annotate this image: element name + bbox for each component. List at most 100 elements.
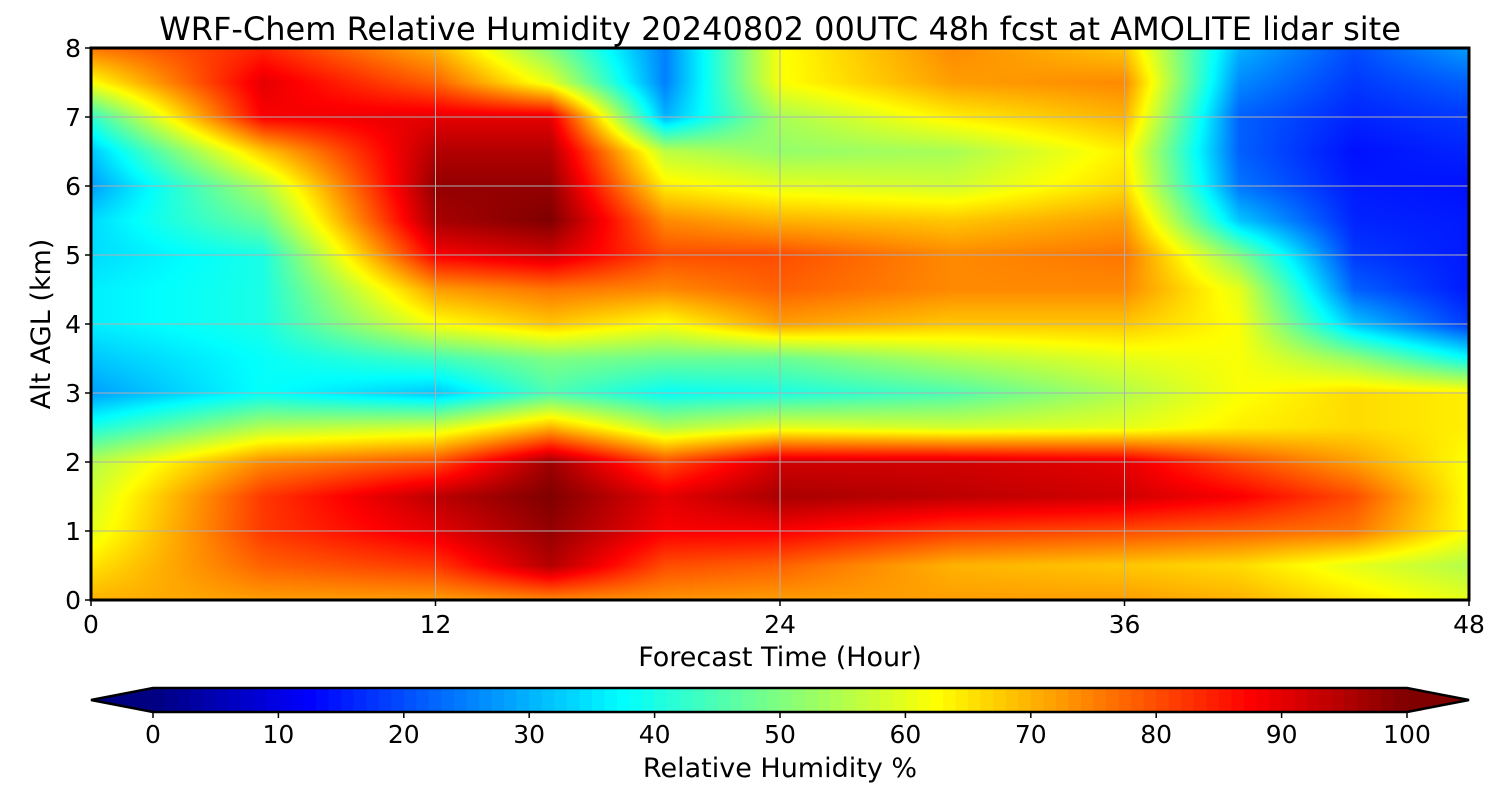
colorbar-segment <box>1193 688 1207 712</box>
colorbar-segment <box>1106 688 1120 712</box>
colorbar-segment <box>1030 688 1044 712</box>
colorbar-segment <box>479 688 493 712</box>
colorbar-segment <box>955 688 969 712</box>
colorbar-segment <box>203 688 217 712</box>
chart-title: WRF-Chem Relative Humidity 20240802 00UT… <box>159 10 1401 48</box>
x-axis-ticks: 0 12 24 36 48 <box>83 600 1485 639</box>
colorbar-segment <box>629 688 643 712</box>
colorbar-segment <box>453 688 468 712</box>
colorbar-segment <box>1018 688 1032 712</box>
colorbar-min-extend-arrow <box>91 688 153 712</box>
colorbar-label: Relative Humidity % <box>643 753 917 784</box>
colorbar-segment <box>892 688 906 712</box>
colorbar-tick-label: 20 <box>388 720 420 749</box>
colorbar-segment <box>253 688 267 712</box>
x-tick-label: 24 <box>764 610 796 639</box>
y-tick-label: 7 <box>65 103 81 132</box>
colorbar-tick-label: 100 <box>1383 720 1431 749</box>
colorbar-segment <box>290 688 305 712</box>
colorbar-segment <box>403 688 417 712</box>
y-tick-label: 8 <box>65 34 81 63</box>
colorbar-segment <box>968 688 982 712</box>
colorbar-segment <box>428 688 443 712</box>
colorbar-segment <box>366 688 380 712</box>
colorbar-segment <box>917 688 932 712</box>
colorbar-segment <box>416 688 430 712</box>
colorbar-tick-label: 80 <box>1140 720 1172 749</box>
colorbar-segment <box>579 688 593 712</box>
colorbar-tick-label: 0 <box>145 720 161 749</box>
colorbar-segment <box>805 688 819 712</box>
colorbar-segment <box>667 688 681 712</box>
x-tick-label: 48 <box>1453 610 1485 639</box>
colorbar-segment <box>943 688 957 712</box>
colorbar-segment <box>1306 688 1320 712</box>
colorbar-segment <box>729 688 743 712</box>
colorbar-segment <box>1231 688 1245 712</box>
colorbar-segment <box>754 688 769 712</box>
colorbar-segment <box>654 688 668 712</box>
colorbar-segment <box>1356 688 1370 712</box>
colorbar-segment <box>980 688 994 712</box>
colorbar-segment <box>993 688 1007 712</box>
colorbar-segment <box>717 688 731 712</box>
colorbar-segment <box>1093 688 1107 712</box>
colorbar-segment <box>1269 688 1283 712</box>
colorbar-segment <box>1331 688 1345 712</box>
colorbar-segment <box>466 688 480 712</box>
colorbar-segment <box>504 688 518 712</box>
colorbar-segment <box>1381 688 1396 712</box>
colorbar-segment <box>441 688 455 712</box>
colorbar-segment <box>780 688 794 712</box>
colorbar-segment <box>880 688 894 712</box>
x-axis-label: Forecast Time (Hour) <box>638 642 922 673</box>
colorbar-segment <box>541 688 555 712</box>
colorbar-segment <box>591 688 606 712</box>
y-axis-ticks: 0 1 2 3 4 5 6 7 8 <box>65 34 91 615</box>
colorbar-segment <box>1394 688 1408 712</box>
colorbar-segment <box>378 688 392 712</box>
colorbar-tick-label: 40 <box>639 720 671 749</box>
colorbar-segment <box>1294 688 1308 712</box>
colorbar-segment <box>867 688 881 712</box>
y-axis-label: Alt AGL (km) <box>26 239 57 410</box>
y-tick-label: 0 <box>65 586 81 615</box>
colorbar-segment <box>303 688 317 712</box>
colorbar-segment <box>830 688 844 712</box>
colorbar-segment <box>228 688 242 712</box>
colorbar-segment <box>1256 688 1270 712</box>
colorbar-segment <box>1080 688 1095 712</box>
colorbar-tick-label: 90 <box>1266 720 1298 749</box>
colorbar-segment <box>1344 688 1358 712</box>
colorbar-segment <box>529 688 543 712</box>
y-tick-label: 5 <box>65 241 81 270</box>
colorbar-segment <box>704 688 718 712</box>
colorbar-segment <box>1143 688 1157 712</box>
colorbar-segment <box>742 688 756 712</box>
colorbar-segment <box>1206 688 1220 712</box>
colorbar-segment <box>1218 688 1233 712</box>
colorbar-tick-label: 10 <box>262 720 294 749</box>
colorbar-segment <box>905 688 919 712</box>
colorbar-segment <box>265 688 279 712</box>
colorbar-segment <box>692 688 706 712</box>
colorbar <box>90 686 1470 714</box>
y-tick-label: 3 <box>65 379 81 408</box>
colorbar-segment <box>165 688 179 712</box>
colorbar-segment <box>554 688 568 712</box>
y-tick-label: 4 <box>65 310 81 339</box>
x-tick-label: 0 <box>83 610 99 639</box>
colorbar-segment <box>1043 688 1057 712</box>
colorbar-segment <box>516 688 530 712</box>
colorbar-segment <box>1156 688 1170 712</box>
colorbar-tick-label: 70 <box>1015 720 1047 749</box>
colorbar-segment <box>842 688 856 712</box>
colorbar-segment <box>178 688 192 712</box>
colorbar-segment <box>1181 688 1195 712</box>
colorbar-segment <box>1243 688 1258 712</box>
y-tick-label: 6 <box>65 172 81 201</box>
colorbar-segment <box>215 688 229 712</box>
colorbar-segment <box>153 688 167 712</box>
colorbar-tick-label: 30 <box>513 720 545 749</box>
